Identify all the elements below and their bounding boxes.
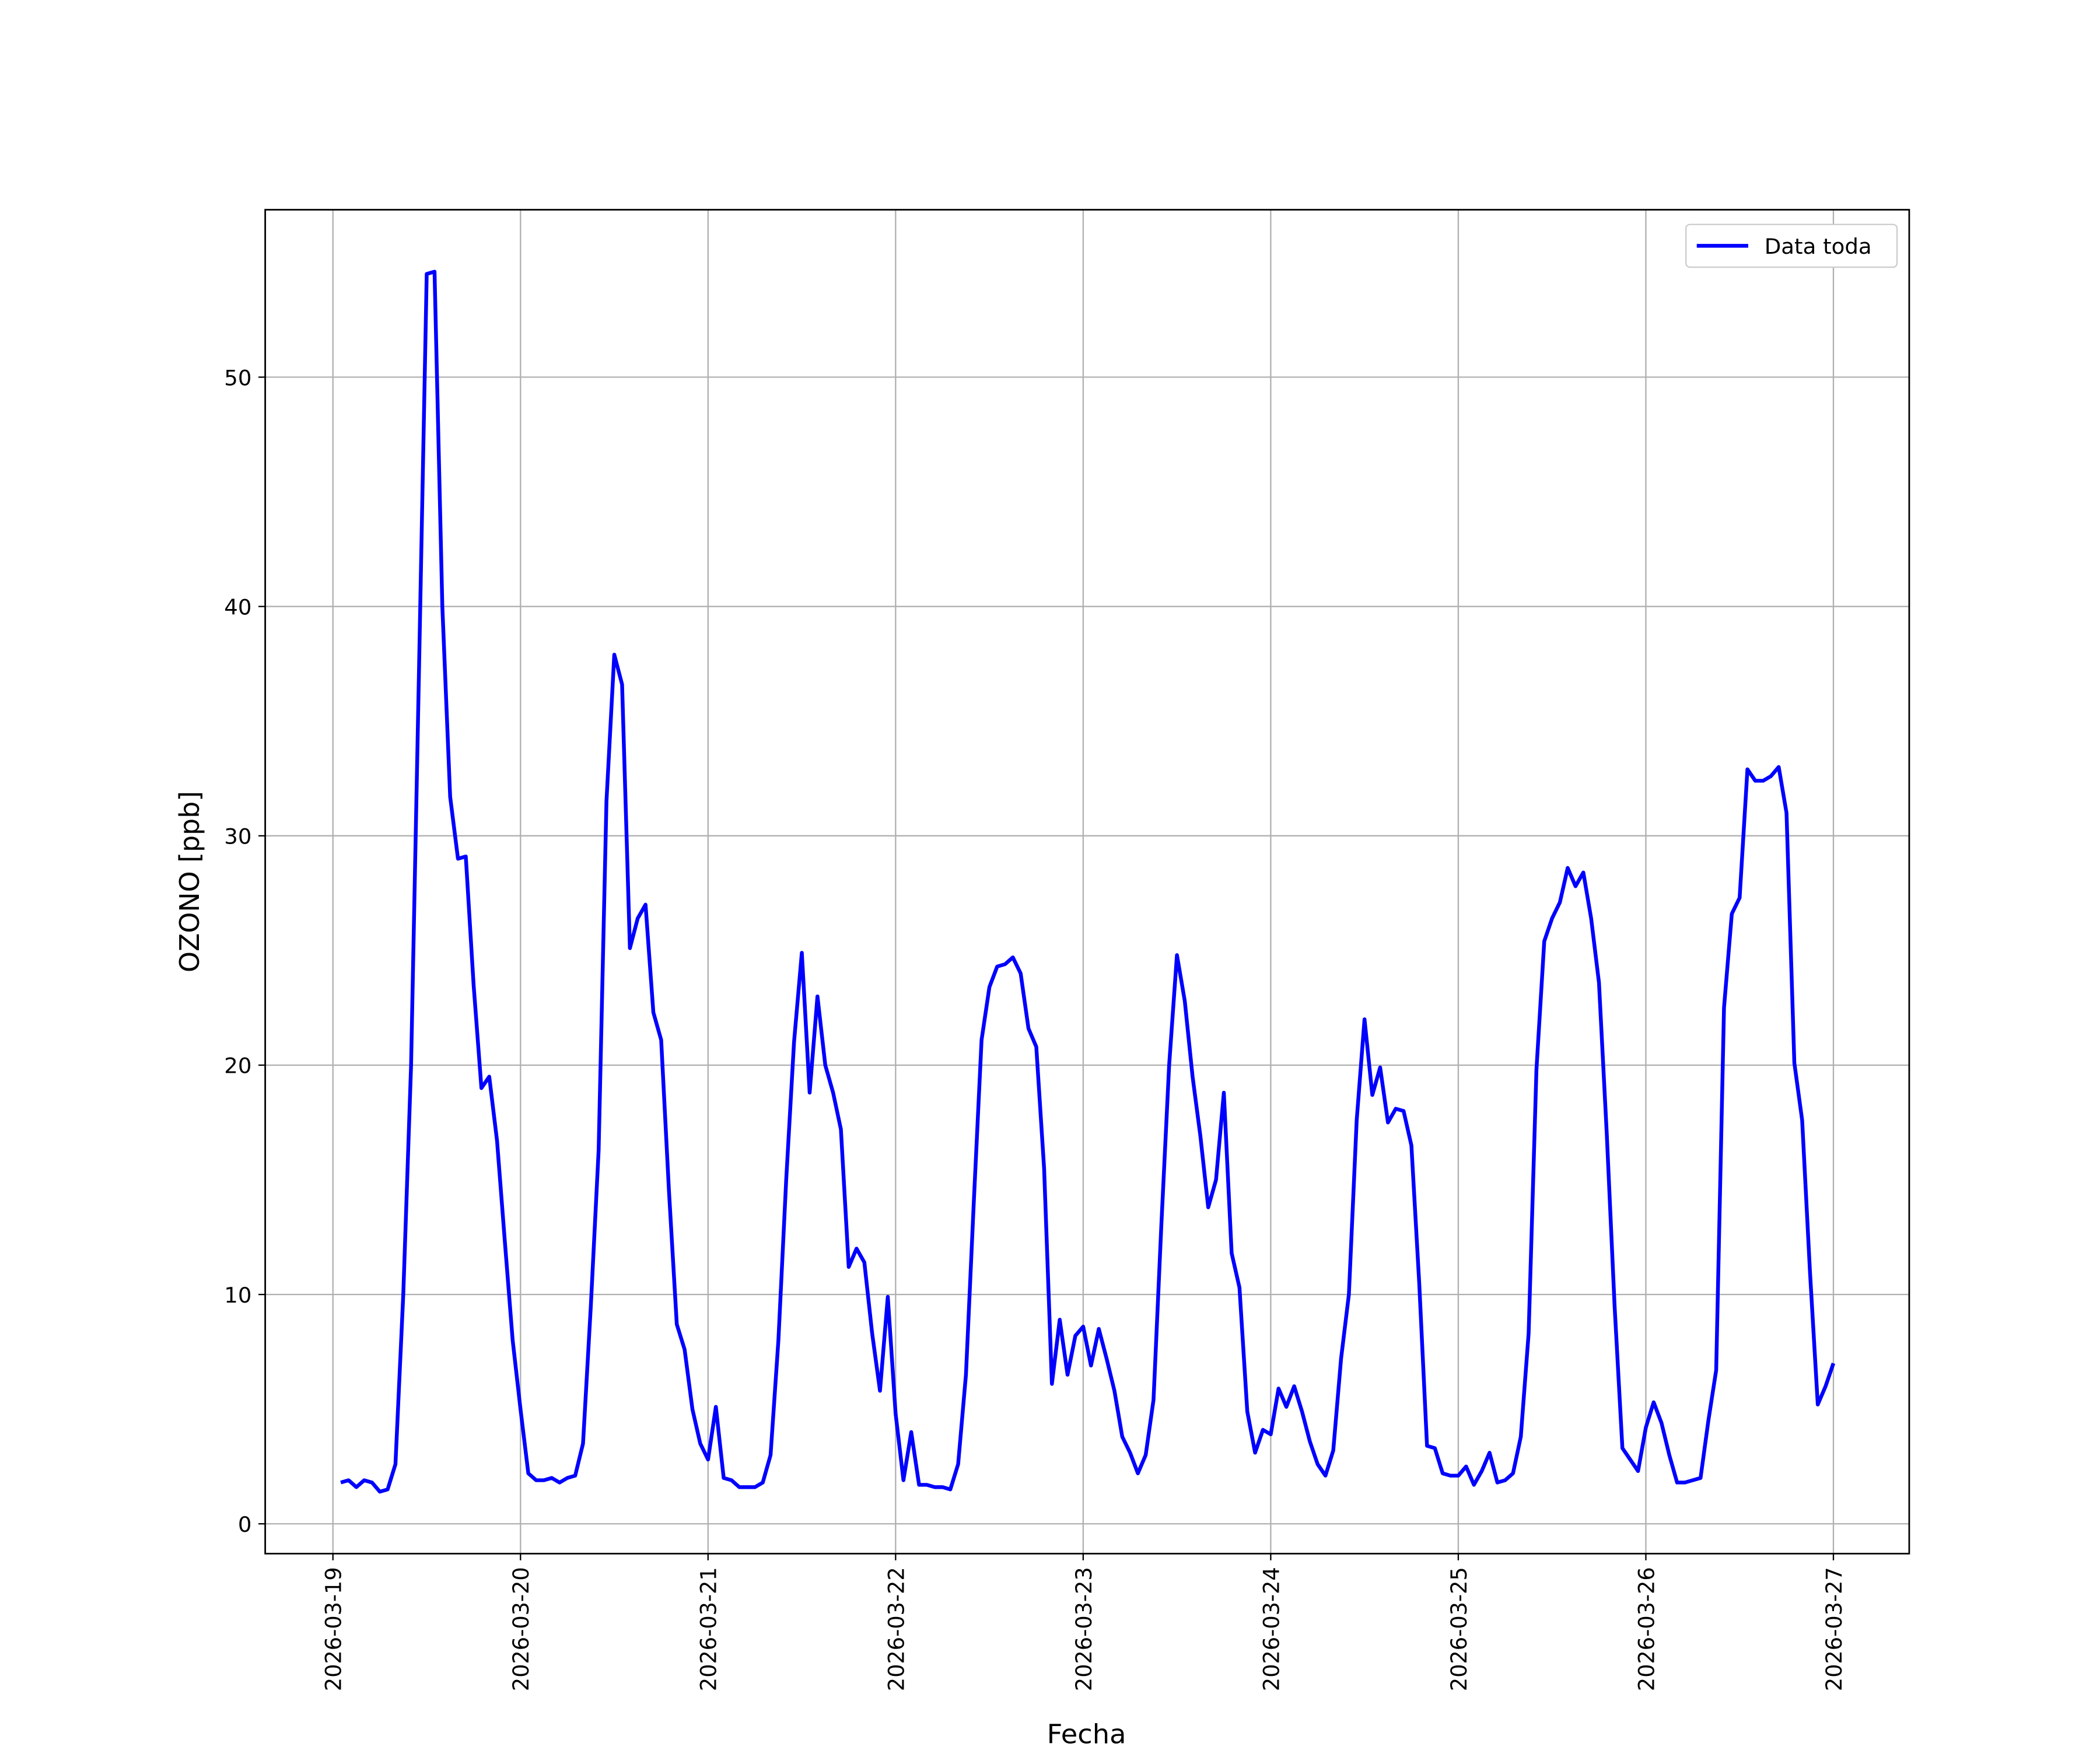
- y-tick-label: 30: [224, 824, 251, 849]
- axes-frame: [264, 209, 1910, 1555]
- y-tick-label: 40: [224, 595, 251, 620]
- y-tick-label: 50: [224, 365, 251, 390]
- x-tick-label: 2026-03-24: [1259, 1567, 1284, 1691]
- x-tick-label: 2026-03-26: [1634, 1567, 1659, 1691]
- data-line: [340, 270, 1836, 1494]
- x-tick-label: 2026-03-25: [1447, 1567, 1472, 1691]
- x-tick-label: 2026-03-23: [1072, 1567, 1097, 1691]
- x-tick-label: 2026-03-19: [321, 1567, 346, 1691]
- y-tick-label: 10: [224, 1283, 251, 1308]
- x-tick-label: 2026-03-20: [509, 1567, 534, 1691]
- plot-area: [340, 270, 1836, 1494]
- ticks: 0 10 20 30 40 50 2026-03-19 2026-03-20 2026-03-2…: [224, 365, 1847, 1691]
- x-tick-label: 2026-03-27: [1822, 1567, 1847, 1691]
- x-tick-label: 2026-03-21: [696, 1567, 722, 1691]
- legend-box: [1685, 223, 1898, 268]
- x-tick-label: 2026-03-22: [884, 1567, 909, 1691]
- y-axis-label: OZONO [ppb]: [174, 791, 205, 972]
- legend-label: Data toda: [1765, 234, 1872, 259]
- x-axis-label: Fecha: [1047, 1718, 1126, 1750]
- y-tick-label: 20: [224, 1054, 251, 1079]
- y-tick-label: 0: [238, 1512, 252, 1537]
- legend: Data toda: [1685, 223, 1898, 268]
